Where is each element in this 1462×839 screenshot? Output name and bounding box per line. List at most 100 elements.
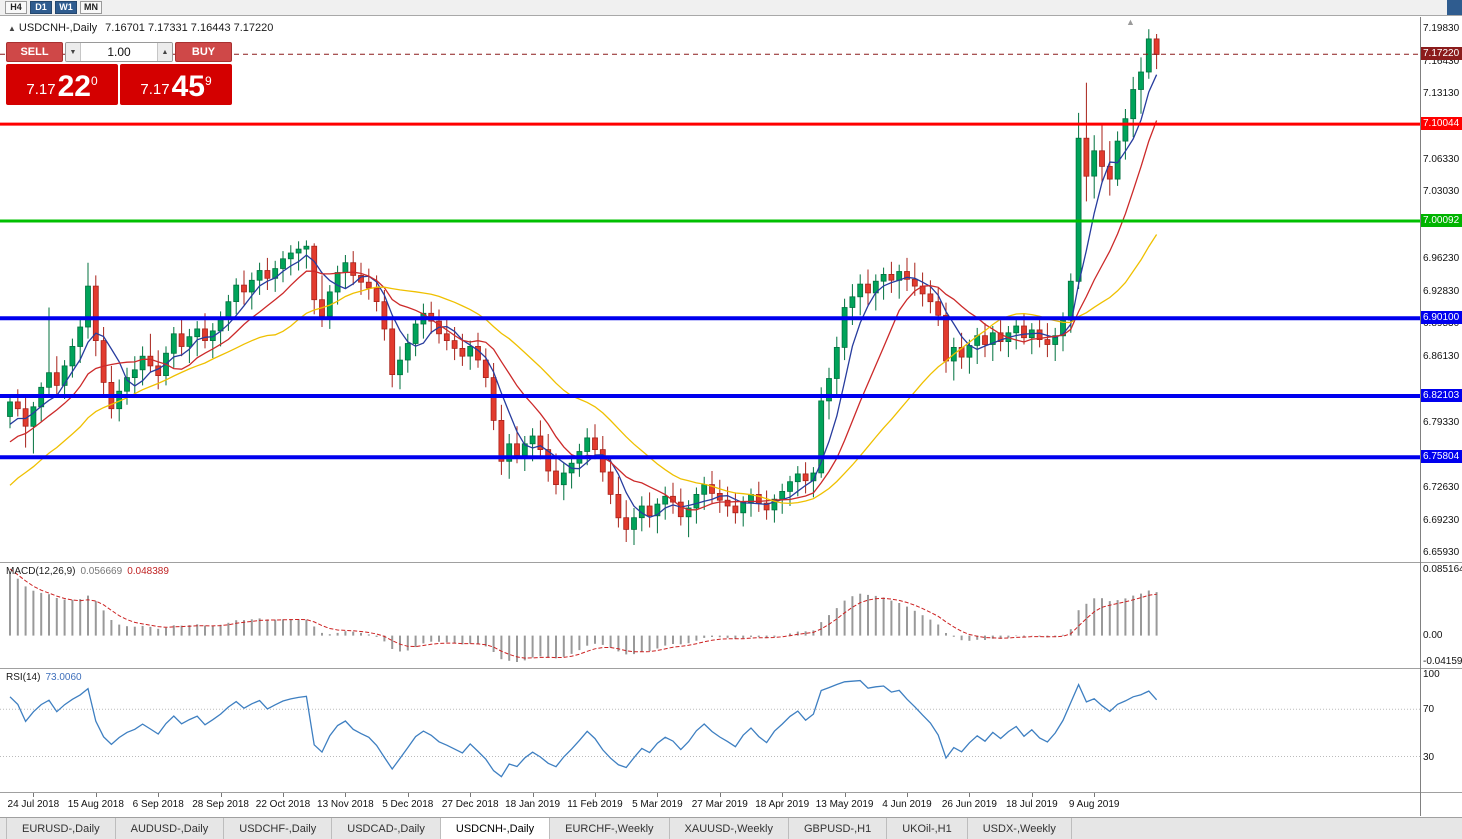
date-label: 13 Nov 2018 [317, 799, 374, 810]
price-tick: 6.79330 [1423, 417, 1460, 429]
chart-tab-usdcad[interactable]: USDCAD-,Daily [332, 818, 441, 839]
main-chart-svg[interactable] [0, 17, 1420, 562]
time-tick [907, 793, 908, 797]
rsi-tick: 30 [1423, 751, 1435, 763]
time-tick [844, 793, 846, 797]
chart-tab-xauusd[interactable]: XAUUSD-,Weekly [669, 818, 789, 839]
rsi-pane[interactable] [0, 669, 1420, 792]
price-tick: 6.69230 [1423, 515, 1460, 527]
bid-price-main: 7.17 [26, 81, 56, 98]
macd-tick: -0.041597 [1423, 656, 1462, 667]
main-chart-pane[interactable] [0, 17, 1420, 562]
toolbar-corner-accent [1447, 0, 1462, 15]
chart-tab-usdcnh[interactable]: USDCNH-,Daily [440, 818, 551, 839]
bid-price-big: 22 [57, 70, 91, 103]
macd-label: MACD(12,26,9) 0.056669 0.048389 [6, 566, 169, 577]
chart-tab-eurchf[interactable]: EURCHF-,Weekly [550, 818, 670, 839]
date-label: 4 Jun 2019 [882, 799, 932, 810]
chart-tab-usdx[interactable]: USDX-,Weekly [967, 818, 1072, 839]
buy-price-display[interactable]: 7.17 45 9 [120, 64, 232, 105]
price-tick: 6.92830 [1423, 285, 1460, 297]
chart-symbol: USDCNH-,Daily [18, 22, 98, 34]
date-label: 5 Mar 2019 [632, 799, 683, 810]
price-level-badge: 7.10044 [1421, 117, 1462, 131]
rsi-name: RSI(14) [6, 672, 41, 683]
price-level-badge: 6.75804 [1421, 450, 1462, 464]
date-label: 18 Apr 2019 [755, 799, 810, 810]
chart-tab-eurusd[interactable]: EURUSD-,Daily [6, 818, 116, 839]
macd-indicator-svg[interactable] [0, 563, 1420, 668]
buy-button[interactable]: BUY [175, 42, 232, 62]
price-tick: 7.06330 [1423, 154, 1460, 166]
volume-decrease-button[interactable]: ▼ [66, 43, 81, 61]
time-tick [33, 793, 35, 797]
timeframe-buttons: H4 D1 W1 MN [5, 1, 102, 14]
time-tick [1031, 793, 1033, 797]
chart-shift-marker-icon: ▲ [1126, 17, 1135, 27]
chart-tab-ukoil[interactable]: UKOil-,H1 [887, 818, 968, 839]
chart-tab-bar: EURUSD-,Daily AUDUSD-,Daily USDCHF-,Daily U… [0, 817, 1462, 839]
time-tick [407, 793, 409, 797]
sell-button[interactable]: SELL [6, 42, 63, 62]
time-tick [470, 793, 472, 797]
price-tick: 7.19830 [1423, 22, 1460, 34]
axis-separator [1420, 17, 1421, 816]
timeframe-button-mn[interactable]: MN [80, 1, 102, 14]
timeframe-button-h4[interactable]: H4 [5, 1, 27, 14]
timeframe-button-w1[interactable]: W1 [55, 1, 77, 14]
rsi-tick: 100 [1423, 668, 1440, 680]
date-label: 9 Aug 2019 [1068, 799, 1120, 810]
pane-separator [0, 792, 1462, 793]
price-tick: 7.03030 [1423, 186, 1460, 198]
ask-price-sup: 9 [204, 74, 212, 88]
price-axis[interactable]: 7.19830 7.16430 7.13130 7.06330 7.03030 6.962… [1421, 17, 1462, 816]
macd-tick: 0.00 [1423, 629, 1443, 641]
ask-price-big: 45 [171, 70, 205, 103]
date-label: 24 Jul 2018 [7, 799, 60, 810]
timeframe-button-d1[interactable]: D1 [30, 1, 52, 14]
macd-pane[interactable] [0, 563, 1420, 668]
time-tick [595, 793, 596, 797]
volume-spinner: ▼ ▲ [65, 42, 173, 62]
price-level-badge: 7.17220 [1421, 47, 1462, 61]
date-label: 27 Dec 2018 [441, 799, 499, 810]
chart-header: ▲ USDCNH-,Daily 7.16701 7.17331 7.16443 7.… [8, 22, 273, 34]
price-tick: 6.65930 [1423, 547, 1460, 559]
date-label: 18 Jul 2019 [1005, 799, 1058, 810]
macd-tick: 0.085164 [1423, 564, 1462, 575]
ask-price-main: 7.17 [140, 81, 170, 98]
sell-price-display[interactable]: 7.17 22 0 [6, 64, 118, 105]
volume-input[interactable] [81, 43, 157, 61]
rsi-value: 73.0060 [45, 672, 82, 683]
rsi-indicator-svg[interactable] [0, 669, 1420, 792]
pane-separator [0, 668, 1462, 669]
price-tick: 6.96230 [1423, 252, 1460, 264]
macd-name: MACD(12,26,9) [6, 566, 76, 577]
time-axis[interactable]: 24 Jul 2018 15 Aug 2018 6 Sep 2018 28 Sep 2… [0, 793, 1420, 816]
timeframe-toolbar: H4 D1 W1 MN [0, 0, 1462, 16]
chart-tab-usdchf[interactable]: USDCHF-,Daily [224, 818, 333, 839]
price-tick: 6.72630 [1423, 482, 1460, 494]
price-level-badge: 6.82103 [1421, 389, 1462, 403]
rsi-label: RSI(14) 73.0060 [6, 672, 82, 683]
date-label: 18 Jan 2019 [505, 799, 561, 810]
chart-tab-audusd[interactable]: AUDUSD-,Daily [115, 818, 225, 839]
pane-separator [0, 562, 1462, 563]
macd-signal-value: 0.048389 [127, 566, 169, 577]
time-tick [719, 793, 721, 797]
price-tick: 6.86130 [1423, 350, 1460, 362]
date-label: 6 Sep 2018 [132, 799, 184, 810]
chart-tab-gbpusd[interactable]: GBPUSD-,H1 [788, 818, 888, 839]
bid-price-sup: 0 [90, 74, 98, 88]
rsi-tick: 70 [1423, 704, 1435, 716]
time-tick [657, 793, 659, 797]
time-tick [345, 793, 347, 797]
time-tick [95, 793, 97, 797]
time-tick [158, 793, 160, 797]
chart-ohlc-values: 7.16701 7.17331 7.16443 7.17220 [105, 22, 274, 34]
time-tick [220, 793, 222, 797]
date-label: 27 Mar 2019 [691, 799, 748, 810]
volume-increase-button[interactable]: ▲ [157, 43, 172, 61]
date-label: 26 Jun 2019 [941, 799, 997, 810]
